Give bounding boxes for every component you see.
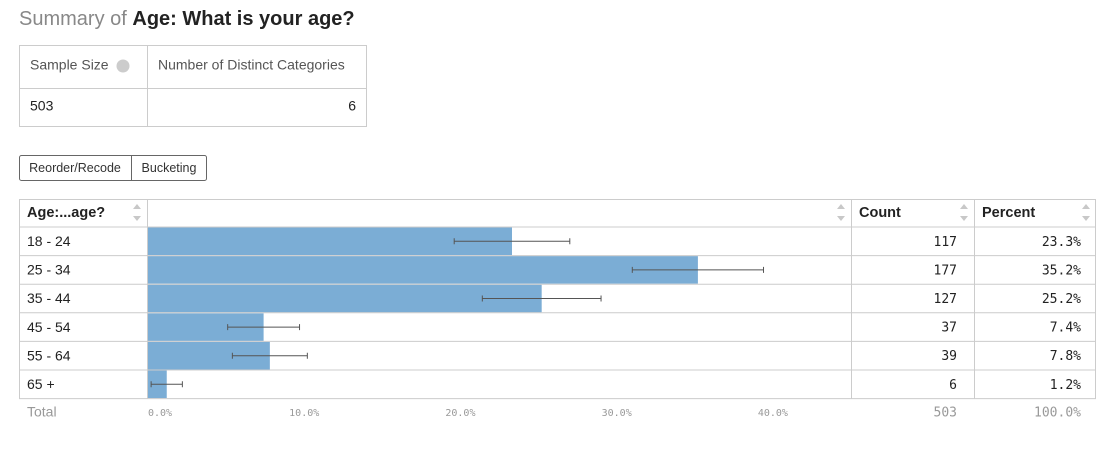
percent-cell: 7.4% — [1050, 321, 1081, 336]
bar — [148, 256, 698, 284]
category-label: 18 - 24 — [27, 233, 71, 249]
column-header[interactable]: Percent — [982, 205, 1035, 221]
x-tick-label: 30.0% — [602, 408, 632, 419]
title: Summary of Age: What is your age? — [19, 8, 355, 30]
column-header[interactable]: Count — [859, 205, 901, 221]
x-tick-label: 20.0% — [445, 408, 475, 419]
sort-icons — [133, 204, 1090, 221]
count-cell: 37 — [941, 321, 957, 336]
count-cell: 117 — [934, 235, 957, 250]
count-cell: 177 — [934, 263, 957, 278]
results-table: Age:...age? Count Percent Total 503 100.… — [27, 204, 1090, 421]
total-count: 503 — [934, 406, 957, 421]
reorder-button[interactable]: Reorder/Recode — [29, 161, 121, 175]
summary-header: Sample Size — [30, 57, 109, 73]
error-bar — [481, 295, 602, 302]
summary-value: 503 — [30, 98, 54, 114]
x-tick-label: 0.0% — [148, 408, 172, 419]
error-bar — [231, 352, 308, 359]
error-bar — [631, 266, 765, 273]
sort-icon[interactable] — [133, 204, 141, 221]
count-cell: 6 — [949, 378, 957, 393]
summary-value: 6 — [348, 98, 356, 114]
percent-cell: 35.2% — [1042, 263, 1081, 278]
category-label: 55 - 64 — [27, 347, 71, 363]
summary-header: Number of Distinct Categories — [158, 57, 345, 73]
sort-icon[interactable] — [1082, 204, 1090, 221]
title-text: Age: What is your age? — [132, 8, 354, 30]
bar — [148, 284, 542, 313]
category-label: 35 - 44 — [27, 290, 71, 306]
error-bar — [150, 381, 183, 388]
count-cell: 39 — [941, 349, 957, 364]
percent-cell: 23.3% — [1042, 235, 1081, 250]
x-tick-label: 40.0% — [758, 408, 788, 419]
category-label: 25 - 34 — [27, 262, 71, 278]
sort-icon[interactable] — [837, 204, 845, 221]
button-group — [19, 155, 207, 181]
total-label: Total — [27, 404, 57, 420]
x-tick-label: 10.0% — [289, 408, 319, 419]
category-label: 45 - 54 — [27, 319, 71, 335]
info-icon[interactable] — [116, 59, 130, 73]
category-label: 65 + — [27, 376, 55, 392]
sort-icon[interactable] — [960, 204, 968, 221]
error-bar — [453, 238, 571, 245]
total-percent: 100.0% — [1034, 406, 1081, 421]
summary-box — [19, 45, 367, 127]
percent-cell: 25.2% — [1042, 292, 1081, 307]
percent-cell: 1.2% — [1050, 378, 1081, 393]
bar — [148, 227, 512, 256]
bucketing-button[interactable]: Bucketing — [142, 161, 197, 175]
column-header[interactable]: Age:...age? — [27, 205, 105, 221]
error-bar — [227, 324, 301, 331]
percent-cell: 7.8% — [1050, 349, 1081, 364]
count-cell: 127 — [934, 292, 957, 307]
title-prefix: Summary of — [19, 8, 127, 30]
